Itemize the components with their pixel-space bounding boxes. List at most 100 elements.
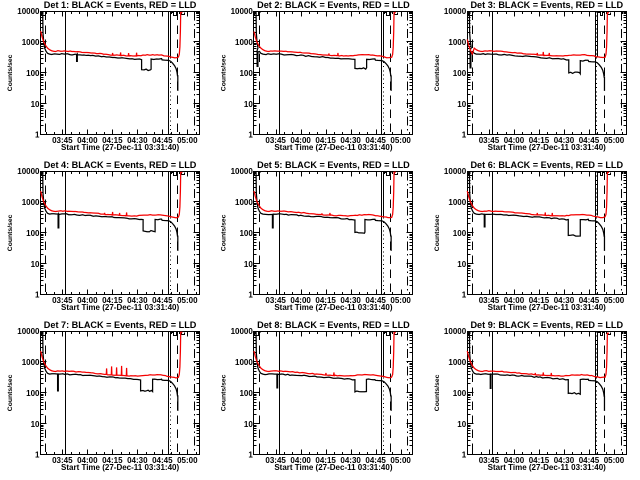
svg-text:04:00: 04:00: [504, 136, 525, 145]
svg-text:04:00: 04:00: [77, 296, 98, 305]
svg-text:04:00: 04:00: [504, 296, 525, 305]
svg-text:04:45: 04:45: [365, 136, 386, 145]
svg-text:10000: 10000: [444, 7, 467, 16]
svg-text:05:00: 05:00: [177, 136, 198, 145]
svg-text:04:15: 04:15: [529, 136, 550, 145]
svg-text:04:45: 04:45: [365, 456, 386, 465]
svg-text:10: 10: [457, 260, 466, 269]
svg-text:1: 1: [248, 451, 253, 460]
svg-text:03:45: 03:45: [265, 456, 286, 465]
svg-text:Det 2: BLACK = Events, RED = L: Det 2: BLACK = Events, RED = LLD: [257, 0, 410, 10]
svg-text:Counts/sec: Counts/sec: [434, 54, 441, 91]
svg-text:100: 100: [26, 229, 40, 238]
svg-text:10000: 10000: [231, 7, 254, 16]
svg-text:04:15: 04:15: [102, 296, 123, 305]
svg-text:10000: 10000: [444, 167, 467, 176]
svg-text:10: 10: [244, 260, 253, 269]
svg-text:05:00: 05:00: [604, 456, 625, 465]
svg-text:1000: 1000: [235, 358, 253, 367]
svg-text:1000: 1000: [22, 198, 40, 207]
svg-text:04:15: 04:15: [315, 296, 336, 305]
svg-text:1: 1: [35, 291, 40, 300]
svg-text:Det 5: BLACK = Events, RED = L: Det 5: BLACK = Events, RED = LLD: [257, 160, 410, 170]
svg-text:Det 4: BLACK = Events, RED = L: Det 4: BLACK = Events, RED = LLD: [44, 160, 197, 170]
svg-text:10000: 10000: [231, 327, 254, 336]
svg-text:1000: 1000: [22, 358, 40, 367]
svg-text:04:45: 04:45: [152, 456, 173, 465]
svg-text:04:30: 04:30: [340, 136, 361, 145]
svg-text:10: 10: [31, 420, 40, 429]
svg-text:Start Time (27-Dec-11 03:31:40: Start Time (27-Dec-11 03:31:40): [274, 463, 392, 472]
svg-text:10: 10: [244, 100, 253, 109]
svg-text:05:00: 05:00: [390, 456, 411, 465]
svg-text:04:00: 04:00: [290, 456, 311, 465]
svg-text:100: 100: [26, 69, 40, 78]
svg-text:10: 10: [31, 100, 40, 109]
svg-text:10000: 10000: [231, 167, 254, 176]
svg-text:1: 1: [248, 291, 253, 300]
svg-text:1: 1: [462, 451, 467, 460]
svg-text:03:45: 03:45: [479, 456, 500, 465]
svg-text:100: 100: [453, 389, 467, 398]
svg-text:Det 8: BLACK = Events, RED = L: Det 8: BLACK = Events, RED = LLD: [257, 320, 410, 330]
svg-text:Start Time (27-Dec-11 03:31:40: Start Time (27-Dec-11 03:31:40): [274, 143, 392, 152]
svg-text:Det 7: BLACK = Events, RED = L: Det 7: BLACK = Events, RED = LLD: [44, 320, 197, 330]
svg-text:100: 100: [453, 69, 467, 78]
svg-text:04:30: 04:30: [554, 296, 575, 305]
svg-text:100: 100: [453, 229, 467, 238]
svg-text:Det 1: BLACK = Events, RED = L: Det 1: BLACK = Events, RED = LLD: [44, 0, 197, 10]
svg-text:1000: 1000: [235, 38, 253, 47]
svg-text:Det 6: BLACK = Events, RED = L: Det 6: BLACK = Events, RED = LLD: [470, 160, 623, 170]
svg-text:1: 1: [462, 291, 467, 300]
svg-text:10: 10: [457, 420, 466, 429]
svg-text:10: 10: [31, 260, 40, 269]
svg-text:04:30: 04:30: [554, 136, 575, 145]
svg-text:Start Time (27-Dec-11 03:31:40: Start Time (27-Dec-11 03:31:40): [488, 303, 606, 312]
svg-text:Start Time (27-Dec-11 03:31:40: Start Time (27-Dec-11 03:31:40): [61, 303, 179, 312]
svg-text:1000: 1000: [448, 38, 466, 47]
svg-text:04:45: 04:45: [365, 296, 386, 305]
svg-text:10: 10: [457, 100, 466, 109]
svg-text:03:45: 03:45: [52, 456, 73, 465]
svg-text:1: 1: [35, 451, 40, 460]
svg-text:04:00: 04:00: [77, 136, 98, 145]
svg-text:Counts/sec: Counts/sec: [220, 374, 227, 411]
svg-text:04:00: 04:00: [504, 456, 525, 465]
svg-text:100: 100: [239, 389, 253, 398]
svg-text:10000: 10000: [17, 327, 40, 336]
svg-text:03:45: 03:45: [265, 136, 286, 145]
svg-text:04:30: 04:30: [554, 456, 575, 465]
svg-text:100: 100: [239, 229, 253, 238]
svg-text:04:45: 04:45: [579, 456, 600, 465]
svg-text:04:15: 04:15: [529, 456, 550, 465]
svg-text:1000: 1000: [448, 358, 466, 367]
svg-text:04:30: 04:30: [127, 296, 148, 305]
svg-text:100: 100: [26, 389, 40, 398]
svg-text:1000: 1000: [235, 198, 253, 207]
svg-text:Start Time (27-Dec-11 03:31:40: Start Time (27-Dec-11 03:31:40): [61, 463, 179, 472]
svg-text:05:00: 05:00: [604, 136, 625, 145]
svg-text:04:30: 04:30: [127, 456, 148, 465]
svg-text:04:45: 04:45: [152, 296, 173, 305]
svg-text:Start Time (27-Dec-11 03:31:40: Start Time (27-Dec-11 03:31:40): [61, 143, 179, 152]
svg-text:05:00: 05:00: [177, 456, 198, 465]
svg-text:04:45: 04:45: [152, 136, 173, 145]
svg-text:10000: 10000: [444, 327, 467, 336]
svg-text:04:15: 04:15: [102, 456, 123, 465]
svg-text:100: 100: [239, 69, 253, 78]
svg-text:1000: 1000: [448, 198, 466, 207]
svg-text:03:45: 03:45: [52, 296, 73, 305]
svg-text:Counts/sec: Counts/sec: [220, 54, 227, 91]
svg-text:04:15: 04:15: [102, 136, 123, 145]
svg-text:Det 9: BLACK = Events, RED = L: Det 9: BLACK = Events, RED = LLD: [470, 320, 623, 330]
svg-text:1000: 1000: [22, 38, 40, 47]
svg-text:04:30: 04:30: [340, 296, 361, 305]
svg-text:Counts/sec: Counts/sec: [7, 214, 14, 251]
svg-text:Counts/sec: Counts/sec: [7, 54, 14, 91]
svg-text:Counts/sec: Counts/sec: [434, 214, 441, 251]
svg-text:Start Time (27-Dec-11 03:31:40: Start Time (27-Dec-11 03:31:40): [488, 143, 606, 152]
svg-text:Start Time (27-Dec-11 03:31:40: Start Time (27-Dec-11 03:31:40): [274, 303, 392, 312]
svg-text:10000: 10000: [17, 7, 40, 16]
svg-text:10: 10: [244, 420, 253, 429]
svg-text:04:45: 04:45: [579, 136, 600, 145]
